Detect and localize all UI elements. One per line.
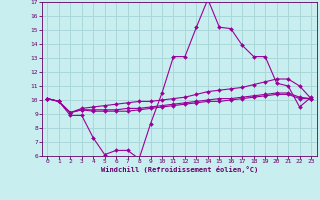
X-axis label: Windchill (Refroidissement éolien,°C): Windchill (Refroidissement éolien,°C) [100,166,258,173]
